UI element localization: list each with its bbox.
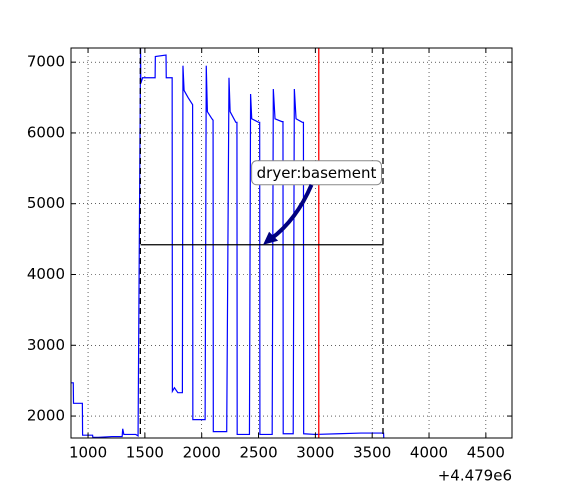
y-tick-label: 4000: [27, 265, 65, 283]
x-tick-label: 4000: [410, 444, 448, 462]
x-tick-label: 3000: [296, 444, 334, 462]
x-tick-label: 2000: [183, 444, 221, 462]
x-tick-label: 4500: [467, 444, 505, 462]
y-tick-label: 3000: [27, 336, 65, 354]
x-tick-label: 1500: [126, 444, 164, 462]
axes: 1000 1500 2000 2500 3000 3500 4000 4500 2000 3000…: [27, 48, 512, 462]
annotation-arrow: [269, 183, 314, 241]
annotation-text: dryer:basement: [257, 164, 377, 182]
y-tick-label: 5000: [27, 194, 65, 212]
annotation-box: [251, 160, 382, 186]
line-series: [71, 48, 385, 438]
x-tick-label: 1000: [69, 444, 107, 462]
x-offset-label: +4.479e6: [438, 467, 512, 485]
y-tick-label: 6000: [27, 123, 65, 141]
grid: [71, 48, 512, 438]
y-tick-label: 2000: [27, 407, 65, 425]
annotation-arrowhead: [263, 231, 279, 245]
x-tick-label: 2500: [239, 444, 277, 462]
plot-area: [71, 48, 512, 438]
x-tick-label: 3500: [353, 444, 391, 462]
marks: dryer:basement: [71, 48, 385, 438]
y-tick-label: 7000: [27, 53, 65, 71]
plot-frame: [70, 47, 513, 439]
